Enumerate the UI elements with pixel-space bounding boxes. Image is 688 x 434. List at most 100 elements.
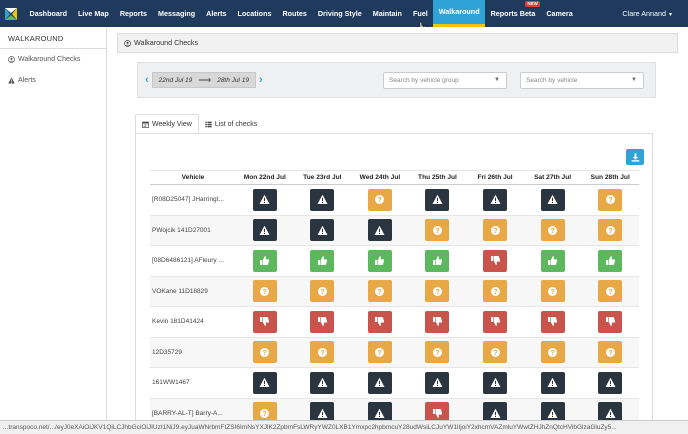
check-status-fail[interactable] bbox=[310, 310, 335, 333]
download-button[interactable] bbox=[626, 149, 644, 165]
filter-bar: ‹ 22nd Jul 19 ⟶ 28th Jul 19 › Search by … bbox=[137, 62, 656, 98]
check-status-alert[interactable] bbox=[310, 402, 335, 425]
check-status-fail[interactable] bbox=[598, 310, 623, 333]
check-status-unknown[interactable]: ? bbox=[310, 341, 335, 364]
check-status-ok[interactable] bbox=[310, 249, 335, 272]
nav-item-fuel[interactable]: Fuel bbox=[407, 0, 433, 27]
check-status-alert[interactable] bbox=[483, 371, 508, 394]
check-status-alert[interactable] bbox=[367, 371, 392, 394]
check-status-ok[interactable] bbox=[252, 249, 277, 272]
nav-item-camera[interactable]: Camera bbox=[541, 0, 578, 27]
status-cell bbox=[408, 184, 467, 216]
check-status-ok[interactable] bbox=[367, 249, 392, 272]
check-status-unknown[interactable]: ? bbox=[425, 280, 450, 303]
vehicle-select[interactable]: Search by vehicle ▼ bbox=[520, 72, 644, 89]
question-circle-icon: ? bbox=[375, 286, 385, 296]
status-cell bbox=[581, 367, 639, 399]
check-status-alert[interactable] bbox=[540, 188, 565, 211]
check-status-unknown[interactable]: ? bbox=[252, 402, 277, 425]
vehicle-name[interactable]: 161WW1467 bbox=[150, 367, 236, 399]
tab-weekly-view[interactable]: Weekly View bbox=[135, 114, 199, 134]
check-status-alert[interactable] bbox=[540, 371, 565, 394]
check-status-alert[interactable] bbox=[598, 402, 623, 425]
check-status-unknown[interactable]: ? bbox=[598, 280, 623, 303]
app-logo[interactable] bbox=[0, 0, 22, 27]
nav-item-routes[interactable]: Routes bbox=[277, 0, 312, 27]
check-status-unknown[interactable]: ? bbox=[540, 280, 565, 303]
check-status-unknown[interactable]: ? bbox=[252, 341, 277, 364]
status-cell bbox=[293, 306, 352, 338]
check-status-alert[interactable] bbox=[425, 188, 450, 211]
vehicle-name[interactable]: Kevin 181D41424 bbox=[150, 306, 236, 338]
check-status-ok[interactable] bbox=[425, 249, 450, 272]
nav-item-locations[interactable]: Locations bbox=[232, 0, 277, 27]
check-status-unknown[interactable]: ? bbox=[598, 188, 623, 211]
status-cell: ? bbox=[293, 337, 352, 368]
vehicle-name[interactable]: [R08D25047] JHarringt... bbox=[150, 184, 236, 216]
check-status-unknown[interactable]: ? bbox=[598, 219, 623, 242]
check-status-unknown[interactable]: ? bbox=[483, 219, 508, 242]
nav-item-maintain[interactable]: Maintain bbox=[367, 0, 407, 27]
check-status-unknown[interactable]: ? bbox=[425, 219, 450, 242]
check-status-fail[interactable] bbox=[483, 249, 508, 272]
sidebar: WALKAROUND Walkaround Checks Alerts bbox=[0, 27, 107, 434]
question-circle-icon: ? bbox=[260, 347, 270, 357]
check-status-fail[interactable] bbox=[252, 310, 277, 333]
check-status-fail[interactable] bbox=[483, 310, 508, 333]
nav-item-reports-beta[interactable]: Reports Beta NEW bbox=[485, 0, 541, 27]
check-status-ok[interactable] bbox=[598, 249, 623, 272]
sidebar-item-walkaround-checks[interactable]: Walkaround Checks bbox=[0, 49, 106, 70]
user-menu[interactable]: Clare Annand ▾ bbox=[622, 0, 672, 27]
check-status-alert[interactable] bbox=[483, 402, 508, 425]
thumbs-up-icon bbox=[375, 256, 385, 266]
sidebar-item-alerts[interactable]: Alerts bbox=[0, 70, 106, 91]
vehicle-placeholder: Search by vehicle bbox=[526, 77, 578, 84]
vehicle-name[interactable]: 12D35729 bbox=[150, 337, 236, 368]
nav-item-reports[interactable]: Reports bbox=[114, 0, 152, 27]
check-status-alert[interactable] bbox=[425, 371, 450, 394]
check-status-alert[interactable] bbox=[483, 188, 508, 211]
nav-item-dashboard[interactable]: Dashboard bbox=[24, 0, 73, 27]
tab-list-of-checks[interactable]: List of checks bbox=[199, 114, 263, 134]
check-status-alert[interactable] bbox=[252, 219, 277, 242]
check-status-unknown[interactable]: ? bbox=[425, 341, 450, 364]
check-status-fail[interactable] bbox=[425, 402, 450, 425]
check-status-fail[interactable] bbox=[367, 310, 392, 333]
nav-item-messaging[interactable]: Messaging bbox=[152, 0, 200, 27]
list-icon bbox=[205, 121, 212, 127]
check-status-alert[interactable] bbox=[598, 371, 623, 394]
vehicle-name[interactable]: [08D6486121] AFleury ... bbox=[150, 245, 236, 277]
check-status-unknown[interactable]: ? bbox=[310, 280, 335, 303]
check-status-unknown[interactable]: ? bbox=[598, 341, 623, 364]
nav-item-alerts[interactable]: Alerts bbox=[201, 0, 232, 27]
previous-week-arrow-icon[interactable]: ‹ bbox=[145, 74, 149, 86]
check-status-alert[interactable] bbox=[367, 219, 392, 242]
nav-item-live-map[interactable]: Live Map bbox=[73, 0, 115, 27]
check-status-unknown[interactable]: ? bbox=[367, 280, 392, 303]
check-status-alert[interactable] bbox=[252, 371, 277, 394]
check-status-unknown[interactable]: ? bbox=[367, 188, 392, 211]
check-status-unknown[interactable]: ? bbox=[483, 341, 508, 364]
check-status-unknown[interactable]: ? bbox=[540, 219, 565, 242]
vehicle-name[interactable]: VOKane 11D18829 bbox=[150, 276, 236, 307]
check-status-alert[interactable] bbox=[540, 402, 565, 425]
check-status-alert[interactable] bbox=[310, 219, 335, 242]
check-status-fail[interactable] bbox=[425, 310, 450, 333]
next-week-arrow-icon[interactable]: › bbox=[259, 74, 263, 86]
date-range[interactable]: 22nd Jul 19 ⟶ 28th Jul 19 bbox=[151, 72, 257, 88]
check-status-alert[interactable] bbox=[367, 402, 392, 425]
check-status-alert[interactable] bbox=[310, 188, 335, 211]
check-status-unknown[interactable]: ? bbox=[483, 280, 508, 303]
check-status-unknown[interactable]: ? bbox=[540, 341, 565, 364]
nav-item-driving-style[interactable]: Driving Style bbox=[312, 0, 367, 27]
check-status-alert[interactable] bbox=[310, 371, 335, 394]
check-status-alert[interactable] bbox=[252, 188, 277, 211]
check-status-fail[interactable] bbox=[540, 310, 565, 333]
vehicle-name[interactable]: PWojcik 141D27001 bbox=[150, 215, 236, 246]
nav-item-walkaround[interactable]: Walkaround bbox=[433, 0, 486, 27]
warning-icon bbox=[490, 195, 501, 205]
check-status-unknown[interactable]: ? bbox=[367, 341, 392, 364]
check-status-ok[interactable] bbox=[540, 249, 565, 272]
check-status-unknown[interactable]: ? bbox=[252, 280, 277, 303]
vehicle-group-select[interactable]: Search by vehicle group ▼ bbox=[383, 72, 507, 89]
